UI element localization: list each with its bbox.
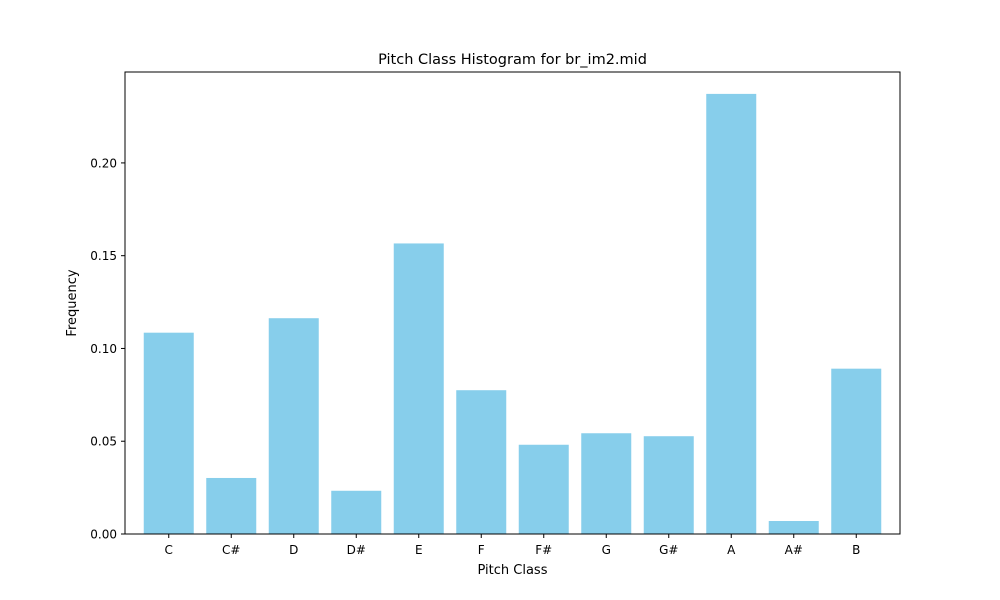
y-tick-label: 0.20 [90,156,117,170]
bar-b [831,368,882,534]
y-tick-label: 0.00 [90,528,117,542]
x-tick-label: D [289,543,298,557]
x-tick-label: D# [347,543,366,557]
x-tick-label: E [415,543,423,557]
x-tick-label: A# [785,543,803,557]
x-tick-label: B [852,543,860,557]
x-axis-label: Pitch Class [478,563,548,578]
bar-f [456,390,507,534]
bar-a-sharp [768,521,819,534]
bar-g [581,433,632,534]
bar-c-sharp [206,477,257,534]
chart-title: Pitch Class Histogram for br_im2.mid [378,52,647,68]
bar-f-sharp [518,444,569,534]
x-tick-label: F# [535,543,552,557]
bars-group [143,93,882,534]
y-tick-label: 0.10 [90,342,117,356]
bar-c [143,332,194,534]
bar-e [393,243,444,534]
bar-g-sharp [643,436,694,534]
x-tick-label: G [602,543,611,557]
bar-a [706,93,757,534]
y-axis-ticks: 0.00 0.05 0.10 0.15 0.20 [90,156,125,542]
bar-d [268,318,319,534]
y-axis-label: Frequency [65,269,80,336]
plot-frame [124,71,901,535]
x-tick-label: F [478,543,485,557]
x-tick-label: C [165,543,173,557]
x-tick-label: C# [222,543,240,557]
y-tick-label: 0.15 [90,249,117,263]
x-tick-label: G# [659,543,678,557]
x-tick-label: A [727,543,736,557]
x-axis-ticks: C C# D D# E F F# G G# A A# B [165,534,860,557]
y-tick-label: 0.05 [90,435,117,449]
bar-d-sharp [331,490,382,534]
